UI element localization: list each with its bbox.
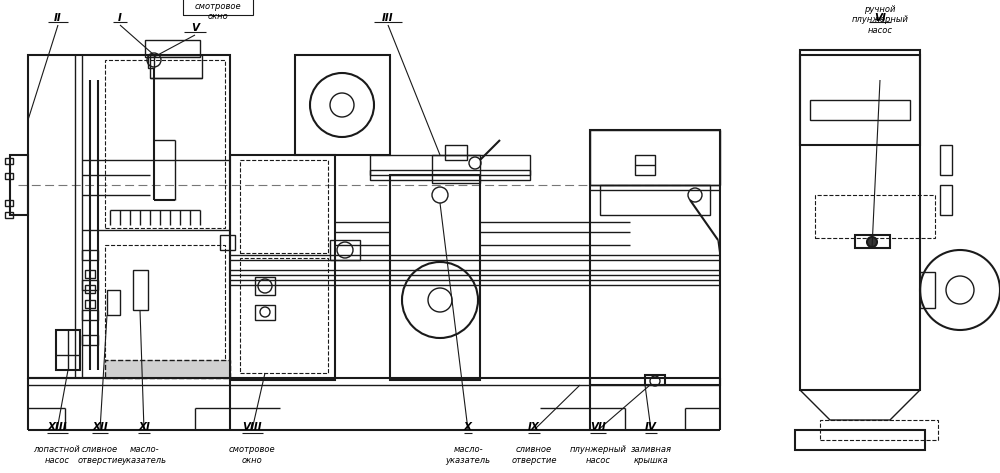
Text: XIII: XIII — [47, 422, 67, 432]
Bar — [810, 100, 910, 120]
Text: смотровое
окно: смотровое окно — [229, 445, 275, 464]
Bar — [590, 130, 720, 385]
Bar — [82, 250, 98, 260]
Bar — [445, 145, 467, 160]
Bar — [105, 360, 230, 378]
Bar — [5, 173, 13, 179]
Bar — [795, 430, 925, 450]
Bar — [800, 50, 920, 390]
Bar — [370, 155, 530, 175]
Text: VII: VII — [590, 422, 606, 432]
Bar — [295, 55, 390, 155]
Text: XI: XI — [138, 422, 150, 432]
Bar — [600, 185, 710, 215]
Bar — [105, 360, 230, 378]
Text: VIII: VIII — [242, 422, 262, 432]
Bar — [5, 212, 13, 218]
Bar — [855, 235, 890, 248]
Text: V: V — [191, 23, 199, 33]
Bar — [107, 290, 120, 315]
Bar — [800, 55, 920, 145]
Text: VI: VI — [874, 13, 886, 23]
Text: IV: IV — [645, 422, 657, 432]
Bar — [255, 305, 275, 320]
Text: плунжерный
насос: плунжерный насос — [570, 445, 626, 464]
Bar — [133, 270, 148, 310]
Text: II: II — [54, 13, 62, 23]
Text: XII: XII — [92, 422, 108, 432]
Bar — [105, 245, 225, 368]
Bar — [82, 335, 98, 345]
Text: ручной
плунжерный
насос: ручной плунжерный насос — [852, 5, 908, 35]
Bar — [815, 195, 935, 238]
Bar — [85, 300, 95, 308]
Bar — [10, 155, 28, 215]
Bar — [432, 155, 480, 183]
Bar — [230, 155, 335, 380]
Bar — [183, 0, 253, 15]
Bar — [940, 185, 952, 215]
Text: I: I — [118, 13, 122, 23]
Text: III: III — [382, 13, 394, 23]
Bar — [920, 272, 935, 308]
Bar — [255, 277, 275, 295]
Bar — [940, 145, 952, 175]
Bar — [28, 55, 230, 378]
Bar — [645, 375, 665, 385]
Text: IX: IX — [528, 422, 540, 432]
Text: X: X — [464, 422, 472, 432]
Bar — [635, 155, 655, 175]
Bar — [85, 285, 95, 293]
Bar — [82, 280, 98, 290]
Bar — [390, 175, 480, 380]
Bar — [105, 60, 225, 228]
Bar — [370, 170, 530, 180]
Bar — [82, 310, 98, 320]
Bar — [5, 200, 13, 206]
Bar — [220, 235, 235, 250]
Bar — [240, 258, 328, 373]
Bar — [148, 55, 154, 68]
Bar — [240, 160, 328, 253]
Bar — [145, 40, 200, 57]
Text: смотровое
окно: смотровое окно — [195, 2, 241, 21]
Text: сливное
отверстие: сливное отверстие — [77, 445, 123, 464]
Bar — [330, 240, 360, 260]
Text: заливная
крышка: заливная крышка — [631, 445, 672, 464]
Text: сливное
отверстие: сливное отверстие — [511, 445, 557, 464]
Text: масло-
указатель: масло- указатель — [122, 445, 166, 464]
Text: лопастной
насос: лопастной насос — [34, 445, 80, 464]
Bar — [590, 130, 720, 185]
Bar — [5, 158, 13, 164]
Bar — [56, 330, 80, 370]
Bar — [150, 55, 202, 78]
Bar — [820, 420, 938, 440]
Circle shape — [867, 237, 877, 247]
Bar — [85, 270, 95, 278]
Text: масло-
указатель: масло- указатель — [446, 445, 490, 464]
